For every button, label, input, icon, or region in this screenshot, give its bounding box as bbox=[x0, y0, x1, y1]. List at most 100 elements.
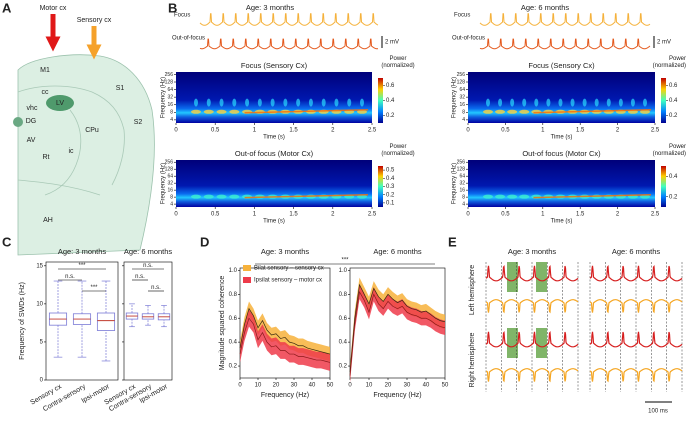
power-blob bbox=[270, 98, 275, 107]
power-blob bbox=[296, 98, 301, 107]
mean-line bbox=[349, 283, 446, 373]
chart-title: Age: 6 months bbox=[124, 247, 173, 256]
x-tick-label: 0 bbox=[238, 383, 242, 389]
region-label: AV bbox=[27, 137, 36, 144]
panel-label: C bbox=[2, 234, 12, 249]
power-blob bbox=[321, 98, 326, 107]
y-tick-label: 32 bbox=[459, 94, 465, 100]
y-tick-label: 0.6 bbox=[229, 316, 238, 322]
y-tick-label: 4 bbox=[462, 201, 465, 207]
spectrogram-image bbox=[176, 72, 372, 123]
x-tick-label: 0 bbox=[348, 383, 352, 389]
power-blob bbox=[334, 98, 339, 107]
x-axis-label: Frequency (Hz) bbox=[373, 392, 421, 399]
x-tick-label: 2 bbox=[331, 212, 335, 218]
y-tick-label: 64 bbox=[167, 174, 173, 180]
power-blob bbox=[206, 98, 211, 107]
x-tick-label: 30 bbox=[291, 383, 298, 389]
column-title: Age: 3 months bbox=[246, 3, 295, 12]
power-blob bbox=[495, 194, 506, 199]
chart-title: Age: 6 months bbox=[373, 247, 422, 256]
power-blob bbox=[507, 109, 518, 114]
mean-line bbox=[239, 307, 331, 355]
eeg-trace bbox=[485, 368, 579, 383]
x-tick-label: 0.5 bbox=[211, 212, 220, 218]
x-tick-label: 0.5 bbox=[501, 212, 510, 218]
row-label: Right hemisphere bbox=[469, 332, 476, 387]
y-tick-label: 16 bbox=[459, 187, 465, 193]
plot-frame bbox=[123, 261, 173, 381]
colorbar-tick-label: 0.4 bbox=[386, 176, 395, 182]
y-tick-label: 0.8 bbox=[339, 292, 348, 298]
region-label: Rt bbox=[43, 154, 50, 161]
colorbar bbox=[661, 166, 666, 207]
x-tick-label: 0 bbox=[466, 128, 470, 134]
x-tick-label: 0.5 bbox=[211, 128, 220, 134]
y-tick-label: 256 bbox=[457, 160, 466, 166]
y-tick-label: 0.2 bbox=[339, 364, 348, 370]
colorbar bbox=[661, 78, 666, 123]
eeg-trace bbox=[485, 299, 579, 314]
power-blob bbox=[357, 109, 367, 114]
power-blob bbox=[229, 194, 240, 199]
error-band bbox=[350, 284, 445, 383]
y-tick-label: 64 bbox=[459, 87, 465, 93]
highlight bbox=[536, 328, 547, 358]
eeg-trace bbox=[479, 38, 651, 50]
x-tick-label: 10 bbox=[366, 383, 373, 389]
spectrogram-image bbox=[176, 160, 372, 207]
power-blob bbox=[546, 98, 551, 107]
power-blob bbox=[519, 194, 530, 199]
colorbar-tick-label: 0.1 bbox=[386, 200, 395, 206]
legend-swatch bbox=[243, 265, 251, 271]
power-blob bbox=[606, 98, 611, 107]
eeg-trace bbox=[589, 264, 683, 282]
x-tick-label: 2 bbox=[331, 128, 335, 134]
panel-label: A bbox=[2, 0, 12, 15]
colorbar-tick-label: 0.2 bbox=[669, 113, 678, 119]
y-tick-label: 10 bbox=[36, 301, 43, 307]
legend-label: Ipsilat sensory – motor cx bbox=[254, 278, 322, 284]
colorbar bbox=[378, 166, 383, 207]
significance-label: n.s. bbox=[151, 285, 161, 291]
eeg-trace bbox=[589, 299, 683, 314]
power-blob bbox=[216, 194, 227, 199]
eeg-trace bbox=[199, 38, 379, 50]
y-tick-label: 4 bbox=[170, 201, 173, 207]
power-blob bbox=[229, 109, 240, 114]
y-tick-label: 1.0 bbox=[229, 268, 238, 274]
eeg-trace bbox=[485, 264, 579, 282]
power-band bbox=[244, 194, 369, 199]
significance-label: n.s. bbox=[135, 274, 145, 280]
power-blob bbox=[194, 98, 198, 107]
colorbar-tick-label: 0.3 bbox=[386, 184, 395, 190]
colorbar-tick-label: 0.4 bbox=[669, 98, 678, 104]
panel-label: E bbox=[448, 234, 457, 249]
x-tick-label: 0 bbox=[466, 212, 470, 218]
spectrogram-image bbox=[468, 72, 655, 123]
significance-label: *** bbox=[341, 258, 349, 264]
power-blob bbox=[483, 109, 493, 114]
colorbar-tick-label: 0.2 bbox=[669, 194, 678, 200]
x-tick-label: 0.5 bbox=[501, 128, 510, 134]
x-axis-label: Time (s) bbox=[263, 135, 285, 141]
colorbar-tick-label: 0.2 bbox=[386, 192, 395, 198]
y-tick-label: 32 bbox=[167, 94, 173, 100]
x-tick-label: 40 bbox=[309, 383, 316, 389]
power-blob bbox=[232, 98, 237, 107]
power-blob bbox=[507, 194, 518, 199]
power-band bbox=[533, 194, 652, 199]
column-title: Age: 6 months bbox=[612, 247, 661, 256]
x-axis-label: Frequency (Hz) bbox=[261, 392, 309, 399]
significance-label: *** bbox=[90, 285, 98, 291]
power-blob bbox=[510, 98, 515, 107]
highlight bbox=[507, 328, 518, 358]
x-tick-label: 10 bbox=[255, 383, 262, 389]
eeg-trace bbox=[479, 13, 651, 26]
panel-label: B bbox=[168, 0, 177, 15]
x-tick-label: 1 bbox=[253, 212, 257, 218]
power-blob bbox=[522, 98, 527, 107]
y-tick-label: 128 bbox=[457, 79, 466, 85]
eeg-trace bbox=[589, 330, 683, 348]
